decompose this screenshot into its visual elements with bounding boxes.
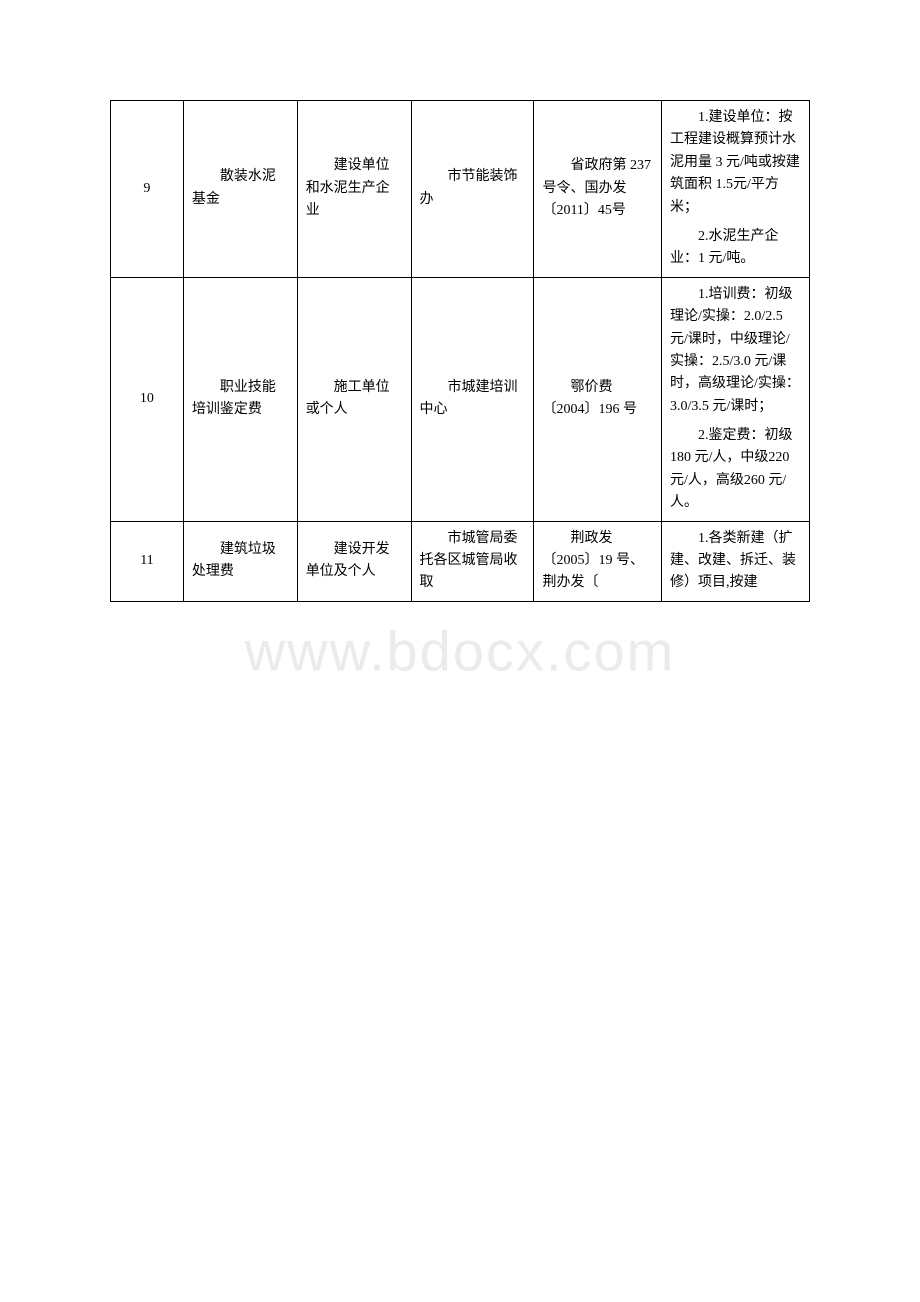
- cell-dept: 市节能装饰办: [411, 101, 534, 278]
- standard-part: 1.各类新建（扩建、改建、拆迁、装修）项目,按建: [670, 528, 801, 595]
- cell-num: 10: [111, 277, 184, 521]
- cell-subject: 施工单位或个人: [297, 277, 411, 521]
- cell-subject: 建设单位和水泥生产企业: [297, 101, 411, 278]
- cell-dept: 市城管局委托各区城管局收取: [411, 521, 534, 601]
- table-row: 9 散装水泥基金 建设单位和水泥生产企业 市节能装饰办 省政府第 237号令、国…: [111, 101, 810, 278]
- fee-table: 9 散装水泥基金 建设单位和水泥生产企业 市节能装饰办 省政府第 237号令、国…: [110, 100, 810, 602]
- cell-dept: 市城建培训中心: [411, 277, 534, 521]
- cell-num: 9: [111, 101, 184, 278]
- cell-basis: 省政府第 237号令、国办发〔2011〕45号: [534, 101, 662, 278]
- standard-part: 1.培训费：初级理论/实操：2.0/2.5 元/课时，中级理论/实操：2.5/3…: [670, 284, 801, 418]
- cell-basis: 荆政发〔2005〕19 号、荆办发〔: [534, 521, 662, 601]
- table-body: 9 散装水泥基金 建设单位和水泥生产企业 市节能装饰办 省政府第 237号令、国…: [111, 101, 810, 602]
- standard-part: 2.水泥生产企业：1 元/吨。: [670, 226, 801, 271]
- cell-num: 11: [111, 521, 184, 601]
- table-row: 11 建筑垃圾处理费 建设开发单位及个人 市城管局委托各区城管局收取 荆政发〔2…: [111, 521, 810, 601]
- standard-part: 1.建设单位：按工程建设概算预计水泥用量 3 元/吨或按建筑面积 1.5元/平方…: [670, 107, 801, 219]
- cell-standard: 1.建设单位：按工程建设概算预计水泥用量 3 元/吨或按建筑面积 1.5元/平方…: [661, 101, 809, 278]
- cell-name: 建筑垃圾处理费: [183, 521, 297, 601]
- standard-part: 2.鉴定费：初级 180 元/人，中级220 元/人，高级260 元/人。: [670, 425, 801, 515]
- watermark-text: www.bdocx.com: [245, 619, 676, 684]
- cell-standard: 1.培训费：初级理论/实操：2.0/2.5 元/课时，中级理论/实操：2.5/3…: [661, 277, 809, 521]
- cell-name: 散装水泥基金: [183, 101, 297, 278]
- cell-name: 职业技能培训鉴定费: [183, 277, 297, 521]
- cell-standard: 1.各类新建（扩建、改建、拆迁、装修）项目,按建: [661, 521, 809, 601]
- table-row: 10 职业技能培训鉴定费 施工单位或个人 市城建培训中心 鄂价费〔2004〕19…: [111, 277, 810, 521]
- cell-subject: 建设开发单位及个人: [297, 521, 411, 601]
- cell-basis: 鄂价费〔2004〕196 号: [534, 277, 662, 521]
